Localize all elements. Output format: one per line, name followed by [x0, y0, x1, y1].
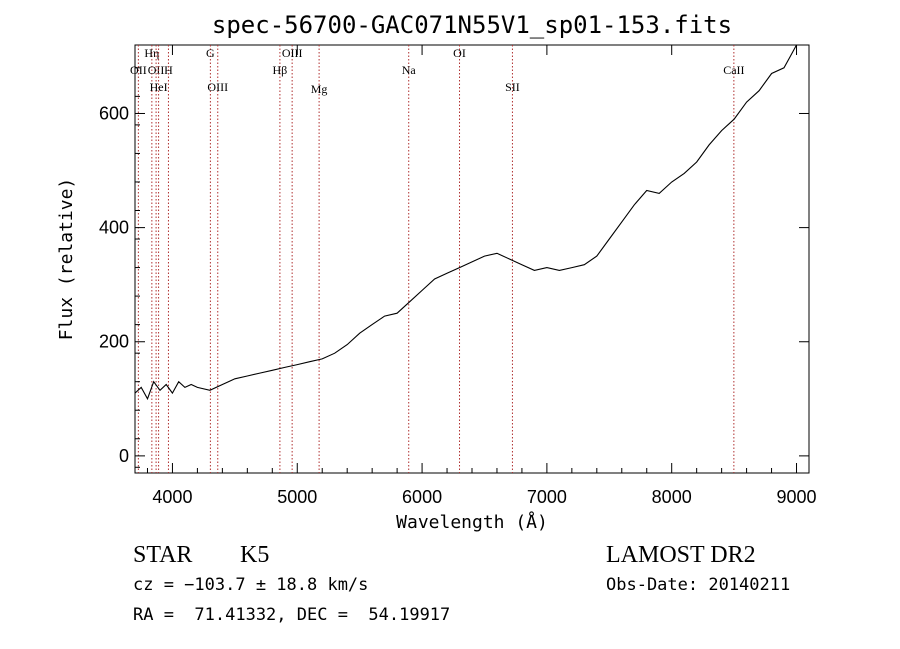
line-marker-label: HeI — [150, 80, 168, 94]
line-marker-label: Mg — [311, 82, 328, 96]
line-marker-label: OIII — [282, 46, 303, 60]
x-axis-label: Wavelength (Å) — [396, 511, 548, 533]
y-tick-label: 400 — [99, 218, 129, 238]
x-tick-label: 4000 — [152, 487, 192, 507]
x-tick-label: 9000 — [776, 487, 816, 507]
object-subclass: K5 — [240, 542, 269, 568]
object-class: STAR — [133, 542, 192, 568]
coordinates: RA = 71.41332, DEC = 54.19917 — [133, 605, 450, 625]
survey-name: LAMOST DR2 — [606, 542, 756, 568]
line-marker-label: Hη — [144, 46, 159, 60]
line-marker-label: G — [206, 46, 215, 60]
y-tick-label: 200 — [99, 332, 129, 352]
y-tick-label: 600 — [99, 103, 129, 123]
line-marker-label: OII — [148, 63, 165, 77]
line-marker-label: H — [164, 63, 173, 77]
line-marker-label: OIII — [207, 80, 228, 94]
y-axis-label: Flux (relative) — [56, 178, 77, 341]
x-tick-label: 6000 — [402, 487, 442, 507]
x-tick-label: 7000 — [527, 487, 567, 507]
plot-frame — [134, 44, 810, 474]
x-axis-ticks: 4000 5000 6000 7000 8000 9000 — [146, 45, 817, 507]
x-tick-label: 8000 — [652, 487, 692, 507]
line-marker-label: CaII — [723, 63, 744, 77]
x-tick-label: 5000 — [277, 487, 317, 507]
redshift-text: cz = −103.7 ± 18.8 km/s — [133, 575, 368, 595]
obs-date: Obs-Date: 20140211 — [606, 575, 790, 595]
line-marker-label: Hβ — [273, 63, 288, 77]
line-marker-label: OI — [453, 46, 466, 60]
line-marker-label: Na — [402, 63, 417, 77]
chart-title: spec-56700-GAC071N55V1_sp01-153.fits — [212, 11, 732, 39]
line-marker-label: OII — [130, 63, 147, 77]
spectrum-line — [134, 44, 797, 401]
y-tick-label: 0 — [119, 446, 129, 466]
line-marker-label: SII — [505, 80, 520, 94]
y-axis-ticks: 0 200 400 600 — [99, 67, 809, 468]
